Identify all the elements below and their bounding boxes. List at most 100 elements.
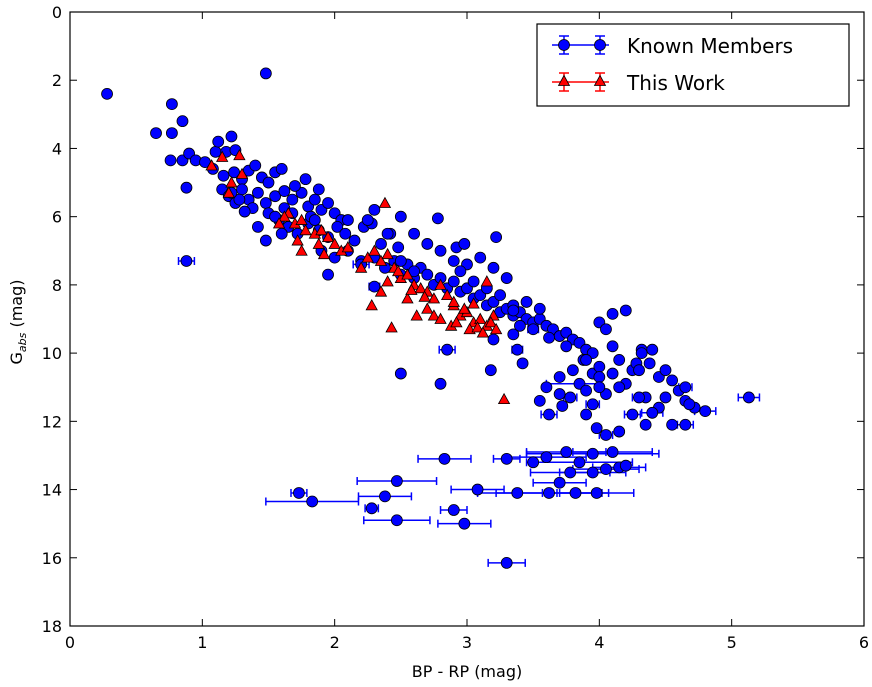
known-members-points bbox=[101, 67, 755, 569]
x-axis-ticks: 0 1 2 3 4 5 6 bbox=[65, 12, 869, 652]
this-work-point bbox=[474, 312, 487, 324]
known-member-point bbox=[101, 87, 113, 100]
known-member-point bbox=[471, 483, 484, 496]
known-member-point bbox=[394, 367, 407, 380]
this-work-point bbox=[385, 321, 398, 333]
known-member-point bbox=[742, 391, 755, 404]
y-tick-label: 0 bbox=[52, 3, 62, 22]
known-member-point bbox=[553, 388, 566, 400]
known-member-point bbox=[484, 364, 497, 377]
this-work-point bbox=[476, 326, 490, 338]
known-member-point bbox=[666, 418, 679, 431]
known-member-point bbox=[394, 210, 407, 223]
known-member-point bbox=[633, 364, 645, 377]
known-member-point bbox=[375, 238, 387, 250]
known-member-point bbox=[560, 446, 573, 458]
y-tick-label: 10 bbox=[42, 344, 62, 363]
known-member-point bbox=[593, 360, 606, 373]
known-member-point bbox=[312, 183, 325, 196]
this-work-point bbox=[216, 150, 229, 162]
known-member-point bbox=[553, 476, 566, 489]
this-work-point bbox=[374, 285, 388, 297]
known-member-point bbox=[487, 333, 500, 346]
known-member-point bbox=[527, 456, 540, 469]
known-member-point bbox=[619, 304, 632, 317]
this-work-point bbox=[418, 290, 431, 302]
known-member-point bbox=[259, 234, 272, 247]
this-work-point bbox=[328, 237, 341, 249]
known-member-point bbox=[511, 487, 524, 499]
known-member-point bbox=[500, 452, 513, 465]
known-member-point bbox=[580, 354, 592, 366]
known-member-point bbox=[421, 238, 434, 250]
known-member-point bbox=[564, 466, 577, 479]
known-member-point bbox=[474, 251, 487, 264]
known-member-point bbox=[580, 408, 592, 421]
known-member-point bbox=[643, 357, 656, 370]
y-tick-label: 14 bbox=[42, 481, 62, 500]
this-work-point bbox=[205, 159, 218, 171]
known-member-point bbox=[275, 227, 288, 240]
known-member-point bbox=[593, 371, 606, 383]
known-member-point bbox=[514, 319, 526, 332]
known-member-point bbox=[441, 343, 454, 356]
known-member-point bbox=[217, 169, 230, 182]
known-member-point bbox=[431, 212, 444, 225]
known-member-point bbox=[368, 203, 381, 216]
known-member-point bbox=[613, 381, 626, 394]
this-work-point bbox=[368, 244, 381, 256]
x-tick-label: 5 bbox=[727, 633, 737, 652]
known-member-point bbox=[421, 268, 434, 281]
known-member-point bbox=[458, 517, 471, 530]
this-work-point bbox=[321, 230, 335, 243]
known-member-point bbox=[507, 304, 520, 317]
this-work-point bbox=[291, 234, 304, 246]
this-work-point bbox=[381, 247, 394, 260]
this-work-point bbox=[447, 295, 460, 307]
this-work-point bbox=[458, 302, 471, 314]
this-work-point bbox=[222, 186, 235, 198]
this-work-point bbox=[374, 254, 388, 266]
legend-box bbox=[536, 23, 850, 107]
known-member-point bbox=[639, 418, 652, 431]
known-member-point bbox=[613, 354, 626, 366]
known-member-point bbox=[180, 181, 193, 194]
known-member-point bbox=[434, 377, 447, 390]
this-work-point bbox=[401, 268, 414, 280]
this-work-point bbox=[235, 167, 249, 179]
known-member-point bbox=[511, 343, 524, 356]
this-work-point bbox=[467, 297, 480, 309]
known-member-point bbox=[238, 205, 251, 218]
known-member-point bbox=[619, 459, 632, 472]
known-member-point bbox=[180, 255, 193, 267]
known-member-point bbox=[165, 98, 178, 110]
known-member-point bbox=[600, 463, 612, 475]
known-member-point bbox=[500, 272, 513, 284]
this-work-points bbox=[205, 148, 511, 405]
known-member-point bbox=[626, 408, 639, 421]
this-work-point bbox=[434, 278, 447, 290]
known-member-point bbox=[368, 280, 381, 293]
known-member-point bbox=[322, 268, 334, 281]
known-member-point bbox=[233, 193, 246, 206]
y-axis-label-unit: (mag) bbox=[7, 280, 26, 333]
known-member-point bbox=[150, 127, 162, 139]
this-work-point bbox=[440, 288, 454, 301]
known-member-point bbox=[379, 490, 391, 503]
legend: Known Members This Work bbox=[536, 23, 850, 107]
this-work-point bbox=[484, 316, 497, 328]
known-member-point bbox=[600, 323, 612, 336]
this-work-point bbox=[354, 261, 368, 273]
known-member-point bbox=[212, 135, 225, 148]
this-work-point bbox=[434, 312, 447, 324]
known-member-point bbox=[487, 261, 500, 274]
this-work-point bbox=[381, 275, 394, 287]
this-work-point bbox=[278, 210, 291, 222]
known-member-point bbox=[560, 340, 573, 353]
legend-label-known-members: Known Members bbox=[627, 34, 793, 58]
known-member-point bbox=[516, 357, 529, 370]
known-member-point bbox=[438, 452, 451, 465]
known-member-point bbox=[679, 418, 692, 431]
known-member-point bbox=[566, 364, 579, 377]
known-member-point bbox=[365, 502, 378, 515]
